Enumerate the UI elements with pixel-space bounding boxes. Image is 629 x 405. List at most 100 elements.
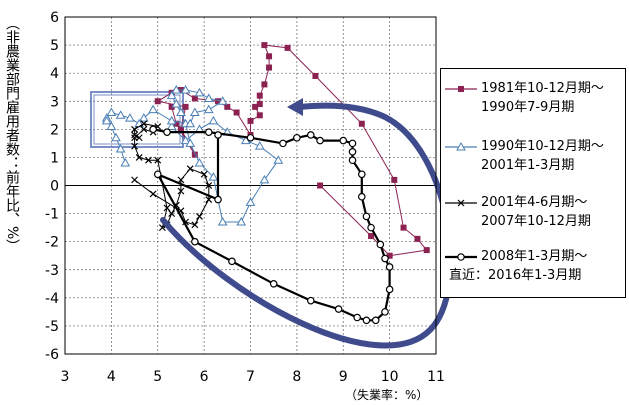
- data-point-3: [186, 165, 194, 173]
- legend-swatch: [445, 253, 477, 261]
- y-tick-label: -5: [45, 319, 59, 335]
- data-point-4: [293, 133, 301, 142]
- data-point-3: [177, 176, 185, 184]
- legend-item-1: 1981年10-12月期～ 1990年7-9月期: [445, 79, 621, 119]
- legend-label: 2001年4-6月期～ 2007年10-12月期: [481, 195, 591, 229]
- x-tick-label: 10: [381, 369, 399, 385]
- data-point-4: [149, 125, 157, 134]
- data-point-4: [306, 296, 315, 305]
- data-point-4: [214, 131, 222, 139]
- data-point-1: [247, 117, 254, 124]
- data-point-4: [376, 240, 385, 249]
- data-point-4: [348, 148, 357, 156]
- data-point-2: [203, 104, 214, 114]
- data-point-3: [131, 125, 138, 133]
- data-point-4: [357, 192, 366, 201]
- data-point-2: [180, 85, 191, 94]
- data-point-4: [214, 195, 222, 204]
- data-point-3: [131, 131, 138, 139]
- data-point-1: [191, 151, 198, 158]
- data-point-2: [245, 197, 256, 206]
- data-point-2: [208, 115, 219, 125]
- data-point-4: [348, 156, 357, 165]
- legend-marker: [458, 86, 464, 92]
- data-point-1: [358, 120, 365, 127]
- y-tick-label: 5: [50, 38, 59, 54]
- data-point-2: [185, 118, 196, 128]
- legend-item-3: 2001年4-6月期～ 2007年10-12月期: [445, 193, 621, 233]
- data-point-1: [423, 247, 430, 254]
- series-1: [154, 42, 430, 259]
- data-point-1: [317, 182, 324, 189]
- y-tick-label: 4: [50, 66, 59, 82]
- data-point-3: [135, 153, 143, 161]
- data-point-2: [194, 87, 205, 97]
- data-point-4: [334, 305, 343, 313]
- data-point-4: [381, 254, 389, 263]
- data-point-4: [191, 237, 199, 246]
- data-point-4: [246, 133, 255, 142]
- data-point-2: [180, 135, 191, 145]
- data-point-2: [189, 107, 200, 116]
- data-point-2: [111, 132, 121, 142]
- y-tick-label: 1: [50, 150, 59, 166]
- data-point-2: [194, 158, 205, 167]
- series-4: [149, 125, 394, 325]
- y-tick-label: -1: [45, 207, 59, 223]
- legend-label: 2008年1-3月期～ 直近：2016年1-3月期: [449, 249, 588, 283]
- legend-item-2: 1990年10-12月期～ 2001年1-3月期: [445, 137, 621, 177]
- data-point-3: [154, 156, 162, 164]
- data-point-3: [149, 190, 157, 198]
- x-tick-label: 8: [292, 369, 301, 385]
- data-point-4: [163, 128, 171, 136]
- data-point-1: [368, 233, 375, 240]
- data-point-4: [279, 139, 287, 148]
- x-tick-label: 4: [107, 369, 116, 385]
- data-point-2: [259, 174, 270, 184]
- series-line-2: [106, 89, 279, 223]
- data-point-2: [166, 115, 177, 125]
- y-tick-label: 0: [50, 179, 59, 195]
- y-tick-label: 2: [50, 122, 59, 138]
- x-tick-label: 6: [200, 369, 209, 385]
- data-point-2: [208, 172, 219, 181]
- data-point-2: [120, 158, 131, 167]
- plot-border: [64, 16, 437, 355]
- data-point-2: [171, 85, 182, 94]
- data-point-4: [269, 279, 278, 288]
- y-tick-label: 6: [50, 10, 59, 26]
- data-point-1: [233, 109, 240, 116]
- data-point-4: [362, 212, 371, 221]
- legend: 1981年10-12月期～ 1990年7-9月期 1990年10-12月期～ 2001…: [440, 68, 626, 298]
- data-point-1: [182, 103, 189, 110]
- data-point-1: [266, 64, 273, 71]
- legend-label: 1990年10-12月期～ 2001年1-3月期: [481, 139, 604, 173]
- data-point-4: [353, 313, 361, 322]
- data-point-2: [166, 90, 177, 100]
- legend-marker: [457, 253, 465, 261]
- data-point-1: [154, 98, 161, 105]
- data-point-3: [168, 210, 176, 218]
- data-point-4: [385, 285, 394, 294]
- legend-marker: [456, 141, 466, 151]
- series-2: [101, 85, 284, 226]
- data-point-4: [385, 263, 394, 271]
- data-point-4: [153, 170, 162, 179]
- y-tick-label: -4: [45, 291, 59, 307]
- legend-swatch: [445, 86, 477, 92]
- data-point-2: [217, 96, 228, 105]
- data-point-3: [191, 221, 199, 229]
- data-point-1: [261, 81, 268, 88]
- data-point-2: [101, 115, 112, 125]
- data-point-4: [367, 223, 375, 232]
- data-point-2: [138, 113, 149, 122]
- legend-marker: [457, 199, 465, 207]
- y-tick-label: 3: [50, 94, 59, 110]
- data-point-1: [173, 120, 180, 127]
- data-point-2: [115, 110, 126, 119]
- data-point-1: [215, 98, 222, 105]
- legend-swatch: [445, 141, 477, 151]
- data-point-1: [224, 103, 231, 110]
